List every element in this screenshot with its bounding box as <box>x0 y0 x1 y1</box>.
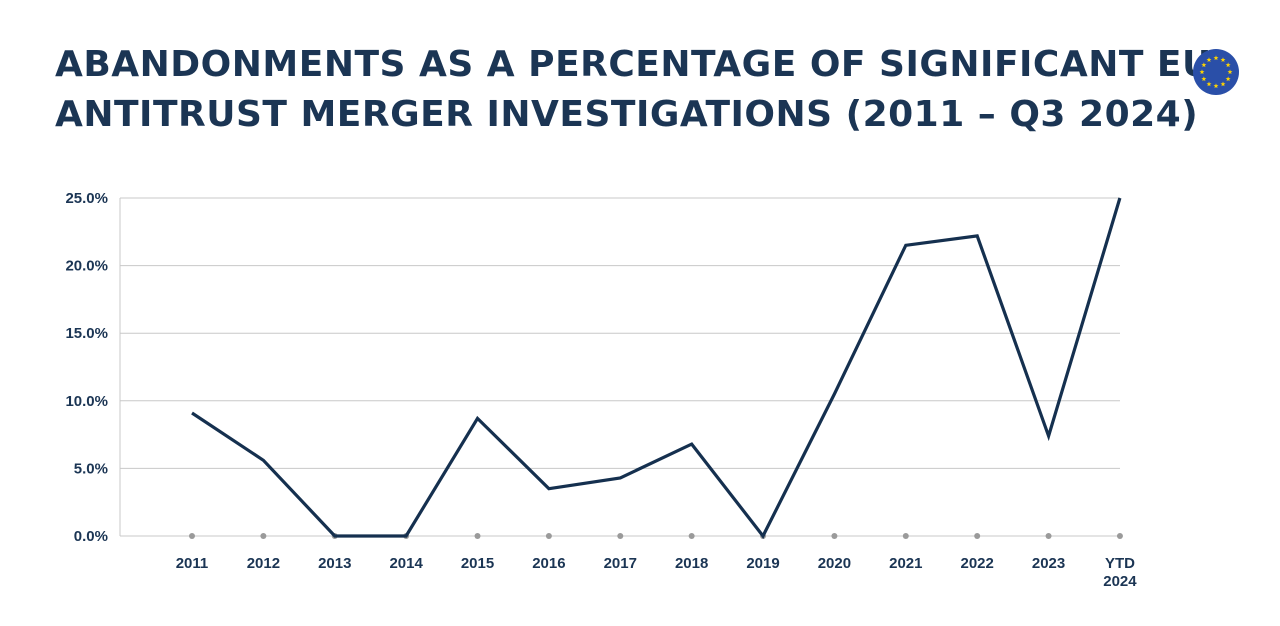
x-tick-label: 2021 <box>889 555 922 572</box>
x-axis-marker <box>189 533 195 539</box>
eu-flag-icon <box>1193 49 1239 95</box>
x-tick-label: 2018 <box>675 555 708 572</box>
eu-star-icon <box>1201 76 1207 82</box>
x-axis-marker <box>902 533 909 539</box>
x-tick-label: 2012 <box>247 555 280 572</box>
x-axis-marker <box>974 533 981 539</box>
y-tick-label: 10.0% <box>65 393 108 410</box>
x-tick-label: 2015 <box>461 555 494 572</box>
x-tick-label: 2022 <box>960 555 993 572</box>
y-tick-label: 25.0% <box>65 190 108 207</box>
x-axis-marker <box>617 533 624 539</box>
x-tick-label: 2013 <box>318 555 351 572</box>
x-tick-label: 2011 <box>176 555 209 572</box>
x-axis-marker <box>545 533 552 539</box>
title-line-2: ANTITRUST MERGER INVESTIGATIONS (2011 – … <box>55 94 1199 135</box>
eu-star-icon <box>1213 83 1219 89</box>
x-axis-marker <box>688 533 695 539</box>
x-axis-marker <box>474 533 481 539</box>
eu-star-icon <box>1199 69 1205 75</box>
eu-star-icon <box>1220 81 1226 87</box>
eu-star-icon <box>1201 62 1207 68</box>
eu-star-icon <box>1225 62 1231 68</box>
x-tick-label: 2023 <box>1032 555 1065 572</box>
x-tick-label: 2024 <box>1103 573 1137 590</box>
y-tick-label: 5.0% <box>74 460 108 477</box>
title-line-1: ABANDONMENTS AS A PERCENTAGE OF SIGNIFIC… <box>55 44 1212 85</box>
x-tick-label: 2020 <box>818 555 851 572</box>
y-tick-label: 20.0% <box>65 258 108 275</box>
y-tick-label: 0.0% <box>74 528 108 545</box>
eu-star-icon <box>1220 57 1226 62</box>
eu-star-icon <box>1213 55 1219 61</box>
eu-star-icon <box>1206 57 1212 62</box>
x-tick-label: 2019 <box>746 555 779 572</box>
x-tick-label: YTD <box>1105 555 1135 572</box>
eu-star-icon <box>1206 81 1212 87</box>
series-line <box>191 197 1122 539</box>
x-axis-marker <box>1045 533 1052 539</box>
x-tick-label: 2016 <box>532 555 565 572</box>
y-tick-label: 15.0% <box>65 325 108 342</box>
x-axis-marker <box>1116 533 1123 539</box>
eu-star-icon <box>1225 76 1231 82</box>
eu-star-icon <box>1227 69 1233 75</box>
x-tick-label: 2014 <box>389 555 423 572</box>
eu-flag-background <box>1193 49 1239 95</box>
x-tick-label: 2017 <box>604 555 637 572</box>
x-axis-marker <box>831 533 838 539</box>
page-title: ABANDONMENTS AS A PERCENTAGE OF SIGNIFIC… <box>55 40 1212 140</box>
x-axis-marker <box>260 533 267 539</box>
